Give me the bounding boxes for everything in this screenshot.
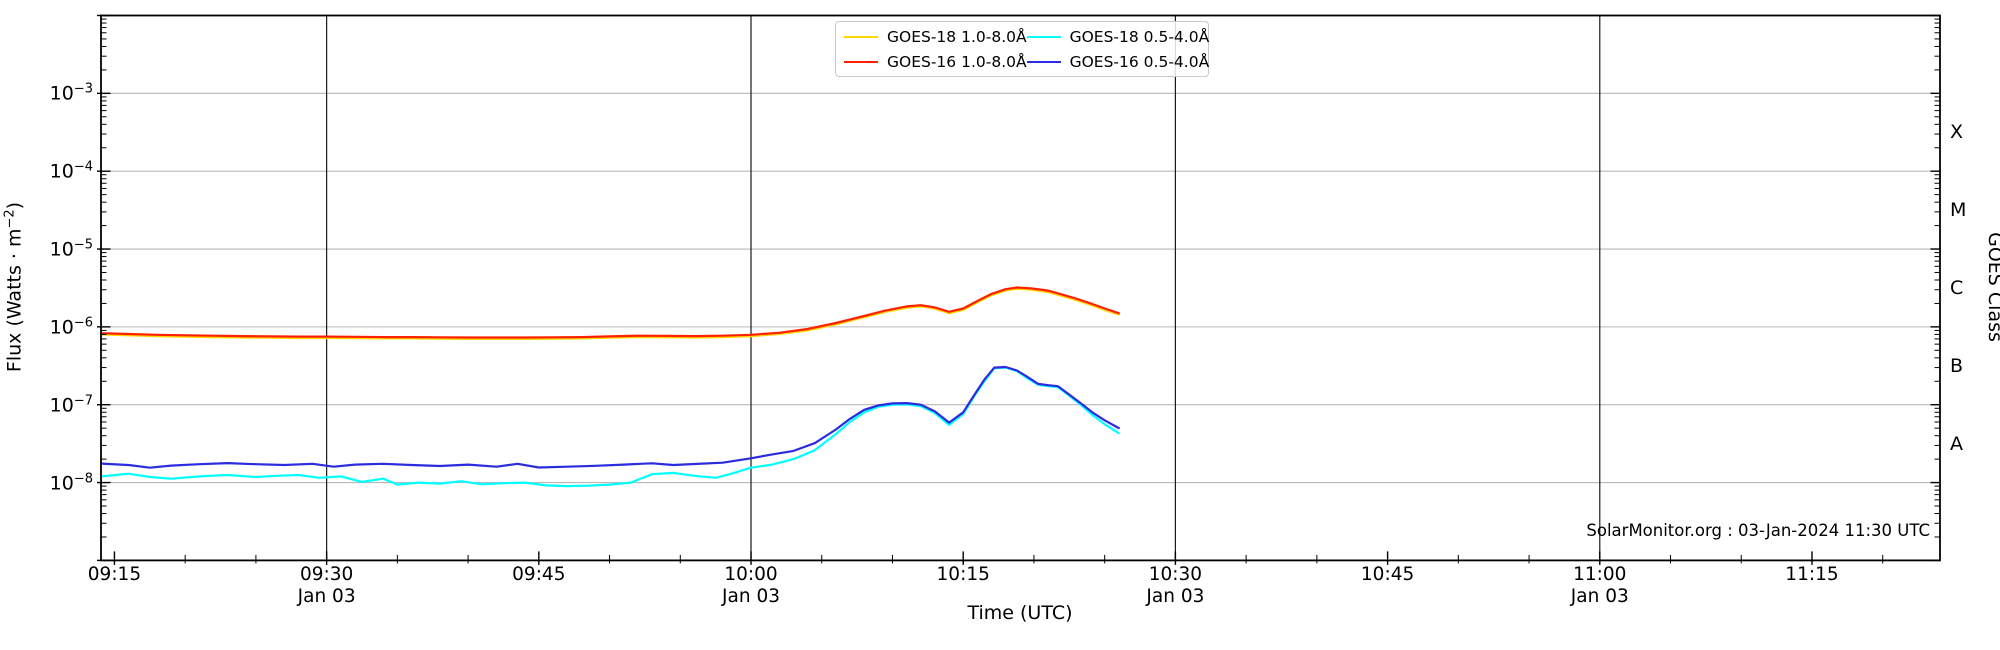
legend-label: GOES-16 1.0-8.0Å — [887, 52, 1027, 71]
x-tick-label: 11:00 — [1573, 564, 1627, 586]
goes-class-label-c: C — [1950, 276, 1964, 299]
goes-class-label-b: B — [1950, 354, 1964, 377]
x-tick-label: 09:15 — [87, 564, 142, 586]
series-line — [100, 287, 1120, 340]
series-line — [100, 366, 1120, 488]
x-tick-date-label: Jan 03 — [1146, 586, 1205, 608]
x-axis-title: Time (UTC) — [967, 602, 1073, 624]
y-tick-label: 10−8 — [49, 470, 93, 495]
legend-label: GOES-18 0.5-4.0Å — [1069, 27, 1210, 46]
goes-class-label-x: X — [1950, 121, 1964, 144]
goes-class-label-a: A — [1950, 432, 1963, 455]
x-tick-label: 09:30 — [299, 564, 354, 586]
legend-line-swatch — [1026, 35, 1061, 38]
x-tick-label: 10:15 — [936, 564, 990, 586]
y-tick-label: 10−7 — [49, 393, 93, 417]
legend-label: GOES-18 1.0-8.0Å — [887, 27, 1027, 46]
x-tick-date-label: Jan 03 — [722, 586, 780, 608]
y-tick-label: 10−4 — [49, 159, 93, 183]
y-tick-label: 10−5 — [49, 237, 93, 261]
legend-item: GOES-18 0.5-4.0Å — [1026, 27, 1210, 46]
legend: GOES-18 1.0-8.0Å GOES-16 1.0-8.0Å GOES-18 … — [835, 21, 1209, 77]
x-tick-label: 11:15 — [1785, 564, 1839, 586]
legend-item: GOES-18 1.0-8.0Å — [844, 28, 1027, 46]
series-line — [100, 286, 1120, 339]
x-tick-label: 09:45 — [512, 564, 566, 586]
legend-line-swatch — [1026, 60, 1061, 63]
watermark-text: SolarMonitor.org : 03-Jan-2024 11:30 UTC — [1586, 521, 1930, 540]
plot-border — [100, 14, 1941, 562]
legend-label: GOES-16 0.5-4.0Å — [1069, 52, 1210, 71]
series-line — [100, 365, 1120, 469]
y-axis-title: Flux (Watts · m−2) — [2, 201, 26, 373]
y-tick-label: 10−6 — [49, 315, 93, 339]
legend-line-swatch — [844, 35, 878, 38]
legend-line-swatch — [844, 60, 878, 63]
legend-item: GOES-16 0.5-4.0Å — [1026, 52, 1210, 71]
x-tick-label: 10:45 — [1360, 564, 1415, 586]
x-tick-date-label: Jan 03 — [1570, 586, 1629, 608]
x-tick-label: 10:00 — [724, 564, 778, 586]
right-axis-title: GOES Class — [1984, 232, 2000, 342]
goes-class-label-m: M — [1950, 199, 1967, 222]
legend-item: GOES-16 1.0-8.0Å — [844, 53, 1027, 71]
x-tick-date-label: Jan 03 — [297, 586, 356, 608]
x-tick-label: 10:30 — [1148, 564, 1203, 586]
y-tick-label: 10−3 — [49, 81, 93, 105]
